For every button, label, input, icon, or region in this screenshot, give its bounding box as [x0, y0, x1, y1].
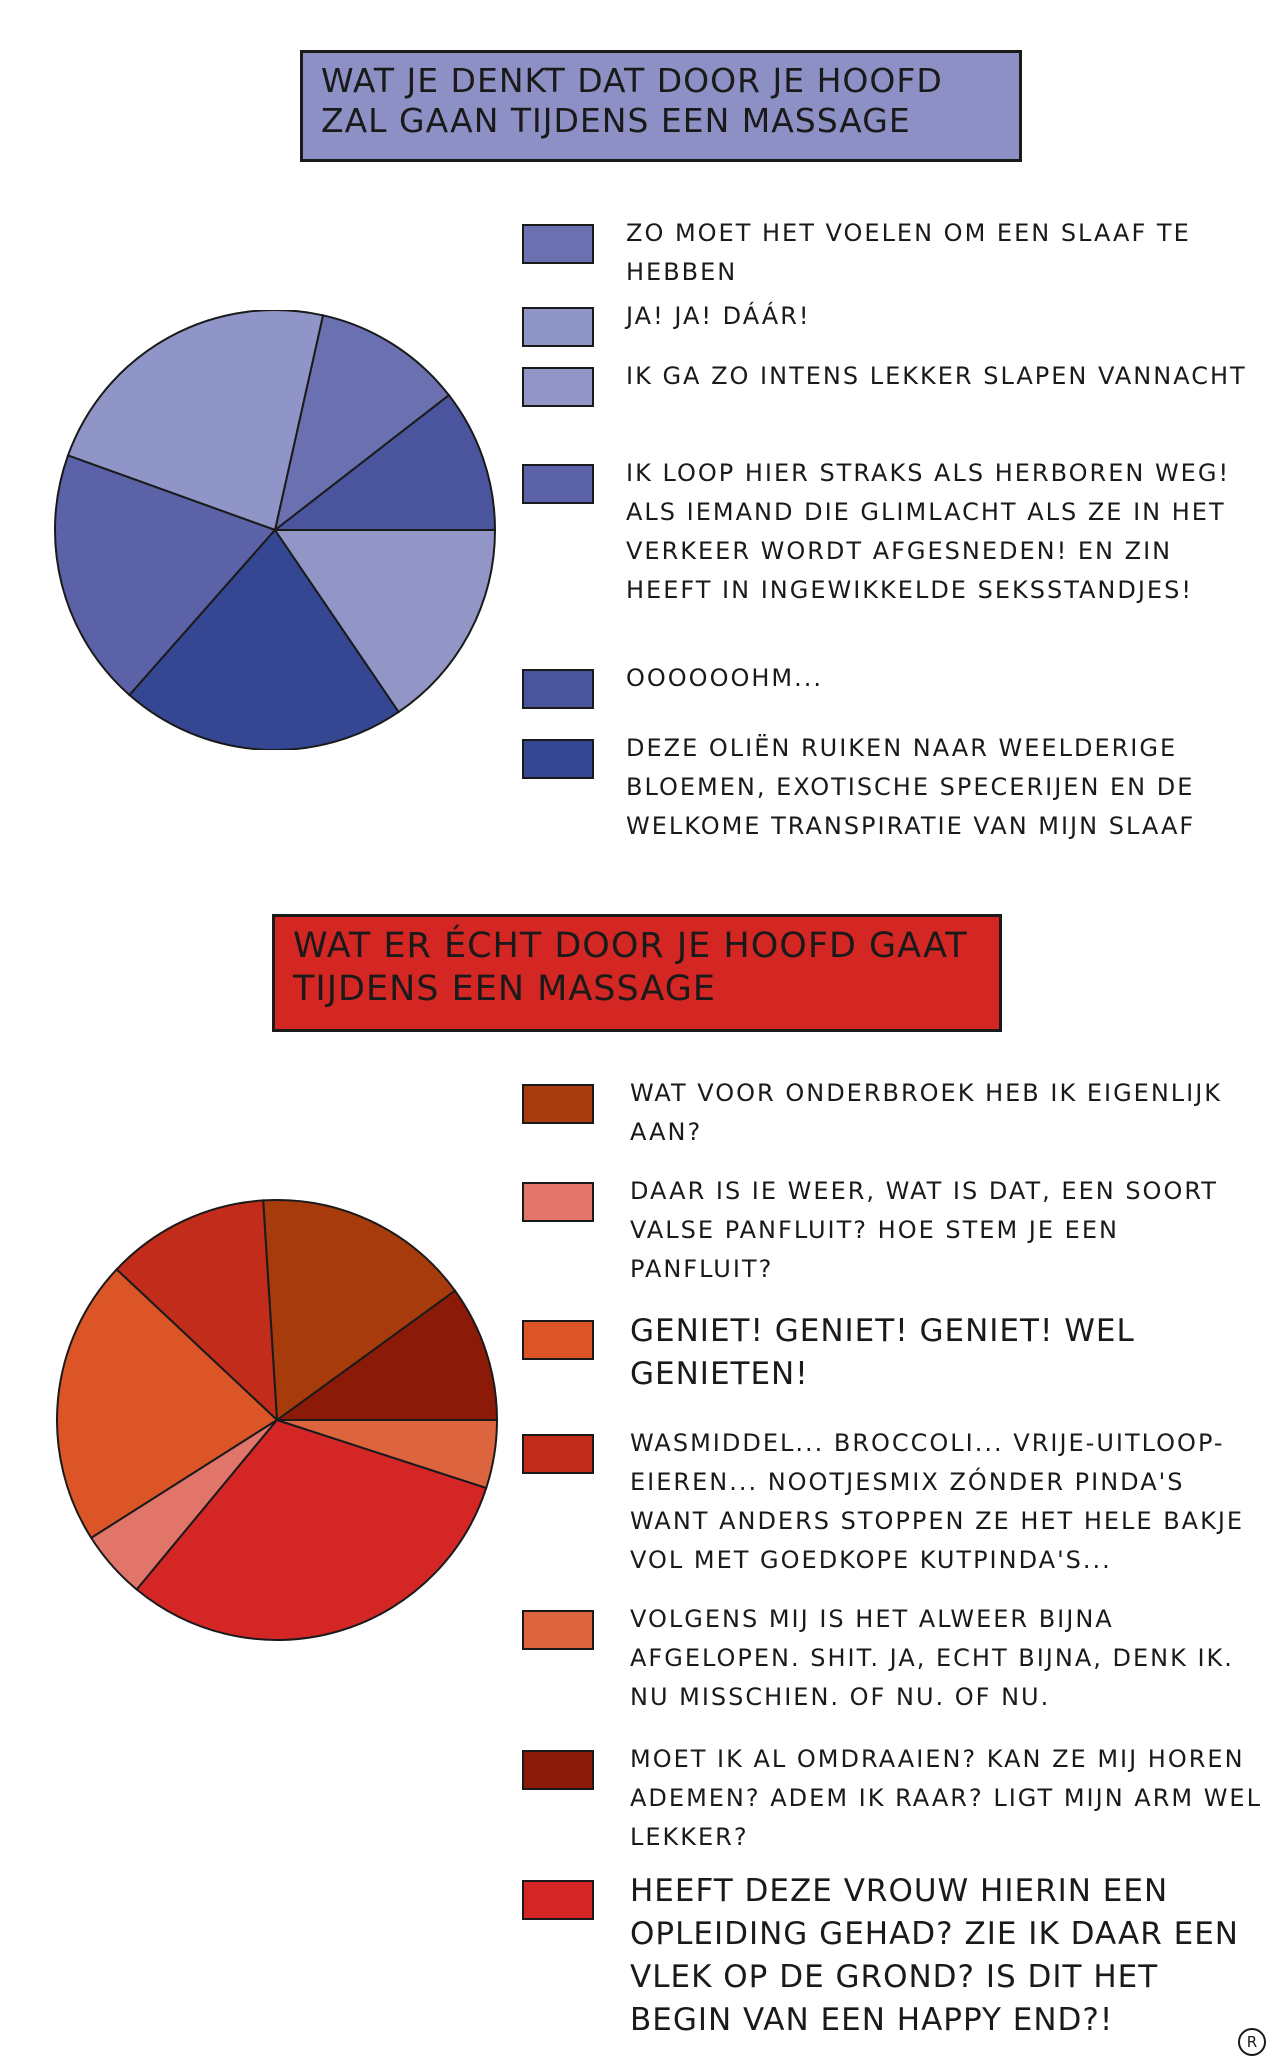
legend2-swatch-2 — [522, 1182, 594, 1222]
pie-chart-reality — [56, 1199, 499, 1641]
pie1-slice-1 — [273, 314, 451, 533]
pie2-slice-6 — [273, 1289, 499, 1421]
legend2-swatch-6 — [522, 1750, 594, 1790]
pie2-slice-4 — [115, 1199, 279, 1423]
pie-chart-expectation — [54, 310, 497, 750]
legend1-label-3: IK GA ZO INTENS LEKKER SLAPEN VANNACHT — [626, 362, 1247, 390]
signature-mark: R — [1238, 2028, 1266, 2056]
legend2-swatch-3 — [522, 1320, 594, 1360]
pie1-slice-3 — [273, 529, 497, 714]
legend2-label-4: WASMIDDEL... BROCCOLI... VRIJE-UITLOOP-E… — [630, 1429, 1245, 1574]
pie2-slice-1 — [262, 1199, 457, 1422]
legend2-swatch-5 — [522, 1610, 594, 1650]
legend2-swatch-4 — [522, 1434, 594, 1474]
legend2-label-7: HEEFT DEZE VROUW HIERIN EEN OPLEIDING GE… — [630, 1873, 1239, 2038]
legend1-label-1: ZO MOET HET VOELEN OM EEN SLAAF TE HEBBE… — [626, 219, 1191, 286]
pie1-slice-6 — [128, 528, 401, 750]
legend2-label-6: MOET IK AL OMDRAAIEN? KAN ZE MIJ HOREN A… — [630, 1745, 1262, 1851]
legend1-label-6: DEZE OLIËN RUIKEN NAAR WEELDERIGE BLOEME… — [626, 734, 1196, 840]
legend2-label-2: DAAR IS IE WEER, WAT IS DAT, EEN SOORT V… — [630, 1177, 1218, 1283]
pie1-slice-2 — [66, 310, 325, 532]
legend1-label-2: JA! JA! DÁÁR! — [626, 302, 811, 330]
legend1-swatch-4 — [522, 464, 594, 504]
legend1-label-4: IK LOOP HIER STRAKS ALS HERBOREN WEG! AL… — [626, 459, 1231, 604]
pie2-slice-5 — [276, 1419, 499, 1490]
pie2-slice-3 — [56, 1267, 279, 1540]
legend1-swatch-6 — [522, 739, 594, 779]
pie1-slice-4 — [54, 454, 277, 697]
chart-title-reality: WAT ER ÉCHT DOOR JE HOOFD GAAT TIJDENS E… — [272, 914, 1002, 1032]
legend1-swatch-2 — [522, 307, 594, 347]
pie1-slice-5 — [272, 393, 497, 531]
pie2-slice-7 — [135, 1418, 488, 1641]
chart-title-expectation: WAT JE DENKT DAT DOOR JE HOOFD ZAL GAAN … — [300, 50, 1022, 162]
legend1-swatch-5 — [522, 669, 594, 709]
legend2-swatch-7 — [522, 1880, 594, 1920]
legend1-swatch-1 — [522, 224, 594, 264]
legend2-swatch-1 — [522, 1084, 594, 1124]
legend1-swatch-3 — [522, 367, 594, 407]
legend2-label-1: WAT VOOR ONDERBROEK HEB IK EIGENLIJK AAN… — [630, 1079, 1223, 1146]
legend2-label-5: VOLGENS MIJ IS HET ALWEER BIJNA AFGELOPE… — [630, 1605, 1234, 1711]
legend1-label-5: OOOOOOHM... — [626, 664, 823, 692]
legend2-label-3: GENIET! GENIET! GENIET! WEL GENIETEN! — [630, 1313, 1135, 1392]
